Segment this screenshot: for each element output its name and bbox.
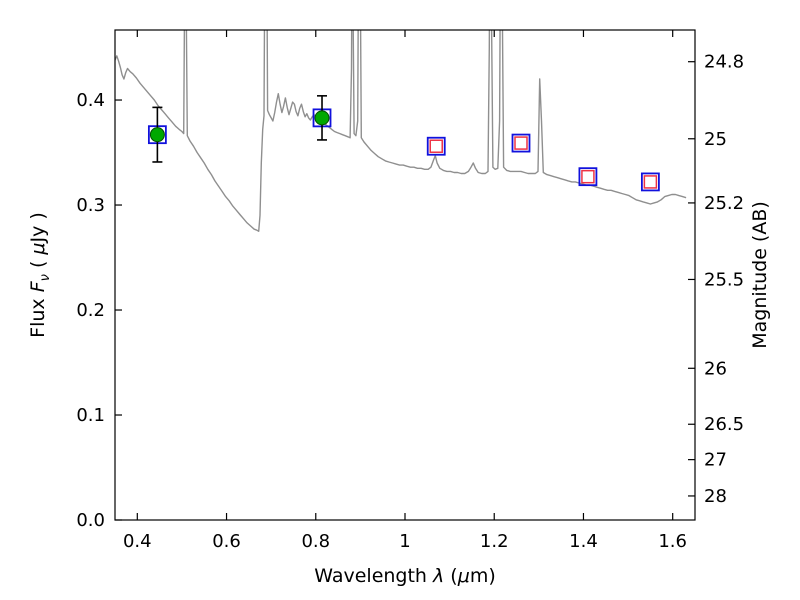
red-square-marker xyxy=(429,139,443,153)
y-axis-label-left: Flux Fν ( μJy ) xyxy=(27,212,53,338)
y-right-tick-label: 28 xyxy=(704,486,727,507)
x-tick-label: 0.4 xyxy=(123,531,152,552)
blue-square-marker xyxy=(640,172,660,192)
y-right-tick-label: 27 xyxy=(704,450,727,471)
green-circle-marker xyxy=(149,127,165,143)
spectrum-line xyxy=(115,30,687,233)
red-square-marker xyxy=(581,169,595,184)
y-left-tick-label: 0.2 xyxy=(76,300,105,321)
y-left-tick-label: 0.4 xyxy=(76,90,105,111)
y-left-tick-label: 0.1 xyxy=(76,405,105,426)
y-right-tick-label: 24.8 xyxy=(704,52,744,73)
x-tick-label: 1.6 xyxy=(658,531,687,552)
x-axis-label: Wavelength λ (μm) xyxy=(314,565,495,587)
x-tick-label: 0.6 xyxy=(212,531,241,552)
x-tick-label: 1 xyxy=(399,531,410,552)
red-square-marker xyxy=(514,136,528,150)
y-left-tick-label: 0.0 xyxy=(76,510,105,531)
green-circle-marker xyxy=(314,110,330,126)
red-square-marker xyxy=(643,175,658,189)
blue-square-marker xyxy=(578,167,598,187)
blue-square-marker xyxy=(426,136,446,156)
plot-content xyxy=(115,30,687,233)
y-left-tick-label: 0.3 xyxy=(76,195,105,216)
y-right-tick-label: 25 xyxy=(704,129,727,150)
plot-background xyxy=(115,30,695,520)
y-right-tick-label: 25.2 xyxy=(704,193,744,214)
y-axis-label-right: Magnitude (AB) xyxy=(749,201,771,349)
y-right-tick-label: 25.5 xyxy=(704,269,744,290)
y-right-tick-label: 26.5 xyxy=(704,414,744,435)
x-tick-label: 1.2 xyxy=(480,531,509,552)
y-right-tick-label: 26 xyxy=(704,358,727,379)
x-tick-label: 0.8 xyxy=(301,531,330,552)
x-tick-label: 1.4 xyxy=(569,531,598,552)
blue-square-marker xyxy=(511,133,531,153)
